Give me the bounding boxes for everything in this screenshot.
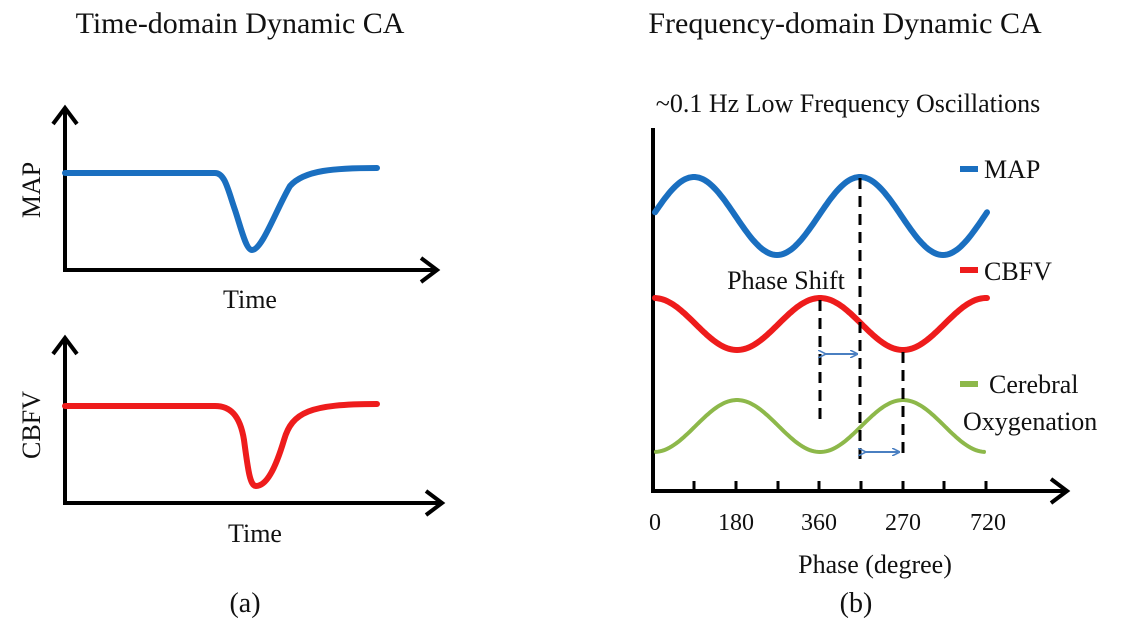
map-x-label: Time bbox=[223, 285, 277, 314]
cerebral-oxygenation-wave bbox=[654, 398, 986, 455]
phase-tick-marks bbox=[692, 481, 988, 491]
tick-label-180: 180 bbox=[718, 510, 754, 536]
panel-a-caption: (a) bbox=[229, 588, 260, 619]
panel-b-subtitle: ~0.1 Hz Low Frequency Oscillations bbox=[656, 89, 1041, 118]
cbfv-x-axis-arrow bbox=[63, 489, 446, 517]
phase-shift-label: Phase Shift bbox=[727, 266, 846, 295]
cbfv-time-curve bbox=[62, 401, 380, 490]
legend-label-oxygenation-2: Oxygenation bbox=[963, 407, 1097, 436]
phase-x-label: Phase (degree) bbox=[798, 550, 952, 579]
panel-a: Time-domain Dynamic CA MAP Time CBFV Tim… bbox=[17, 7, 446, 619]
cbfv-y-label: CBFV bbox=[17, 391, 46, 459]
phase-x-axis-arrow bbox=[651, 477, 1071, 505]
legend: MAP CBFV Cerebral Oxygenation bbox=[960, 155, 1097, 436]
map-time-plot: MAP Time bbox=[17, 104, 441, 314]
cbfv-time-plot: CBFV Time bbox=[17, 334, 446, 548]
tick-label-270: 270 bbox=[885, 510, 921, 536]
panel-a-title: Time-domain Dynamic CA bbox=[76, 7, 405, 40]
legend-label-cbfv: CBFV bbox=[984, 257, 1052, 286]
cbfv-x-label: Time bbox=[228, 519, 282, 548]
map-wave bbox=[652, 174, 990, 259]
map-y-label: MAP bbox=[17, 162, 46, 218]
tick-label-0: 0 bbox=[649, 510, 661, 536]
legend-label-map: MAP bbox=[984, 155, 1040, 184]
map-time-curve bbox=[62, 165, 380, 254]
panel-b-caption: (b) bbox=[840, 588, 873, 619]
legend-label-oxygenation-1: Cerebral bbox=[989, 370, 1079, 399]
map-y-axis-arrow bbox=[51, 104, 79, 272]
panel-b-title: Frequency-domain Dynamic CA bbox=[648, 7, 1042, 40]
cbfv-y-axis-arrow bbox=[51, 334, 79, 505]
panel-b: Frequency-domain Dynamic CA ~0.1 Hz Low … bbox=[648, 7, 1097, 619]
map-x-axis-arrow bbox=[63, 256, 441, 284]
cbfv-wave bbox=[652, 295, 990, 354]
tick-label-360: 360 bbox=[801, 510, 837, 536]
tick-label-720: 720 bbox=[970, 510, 1006, 536]
